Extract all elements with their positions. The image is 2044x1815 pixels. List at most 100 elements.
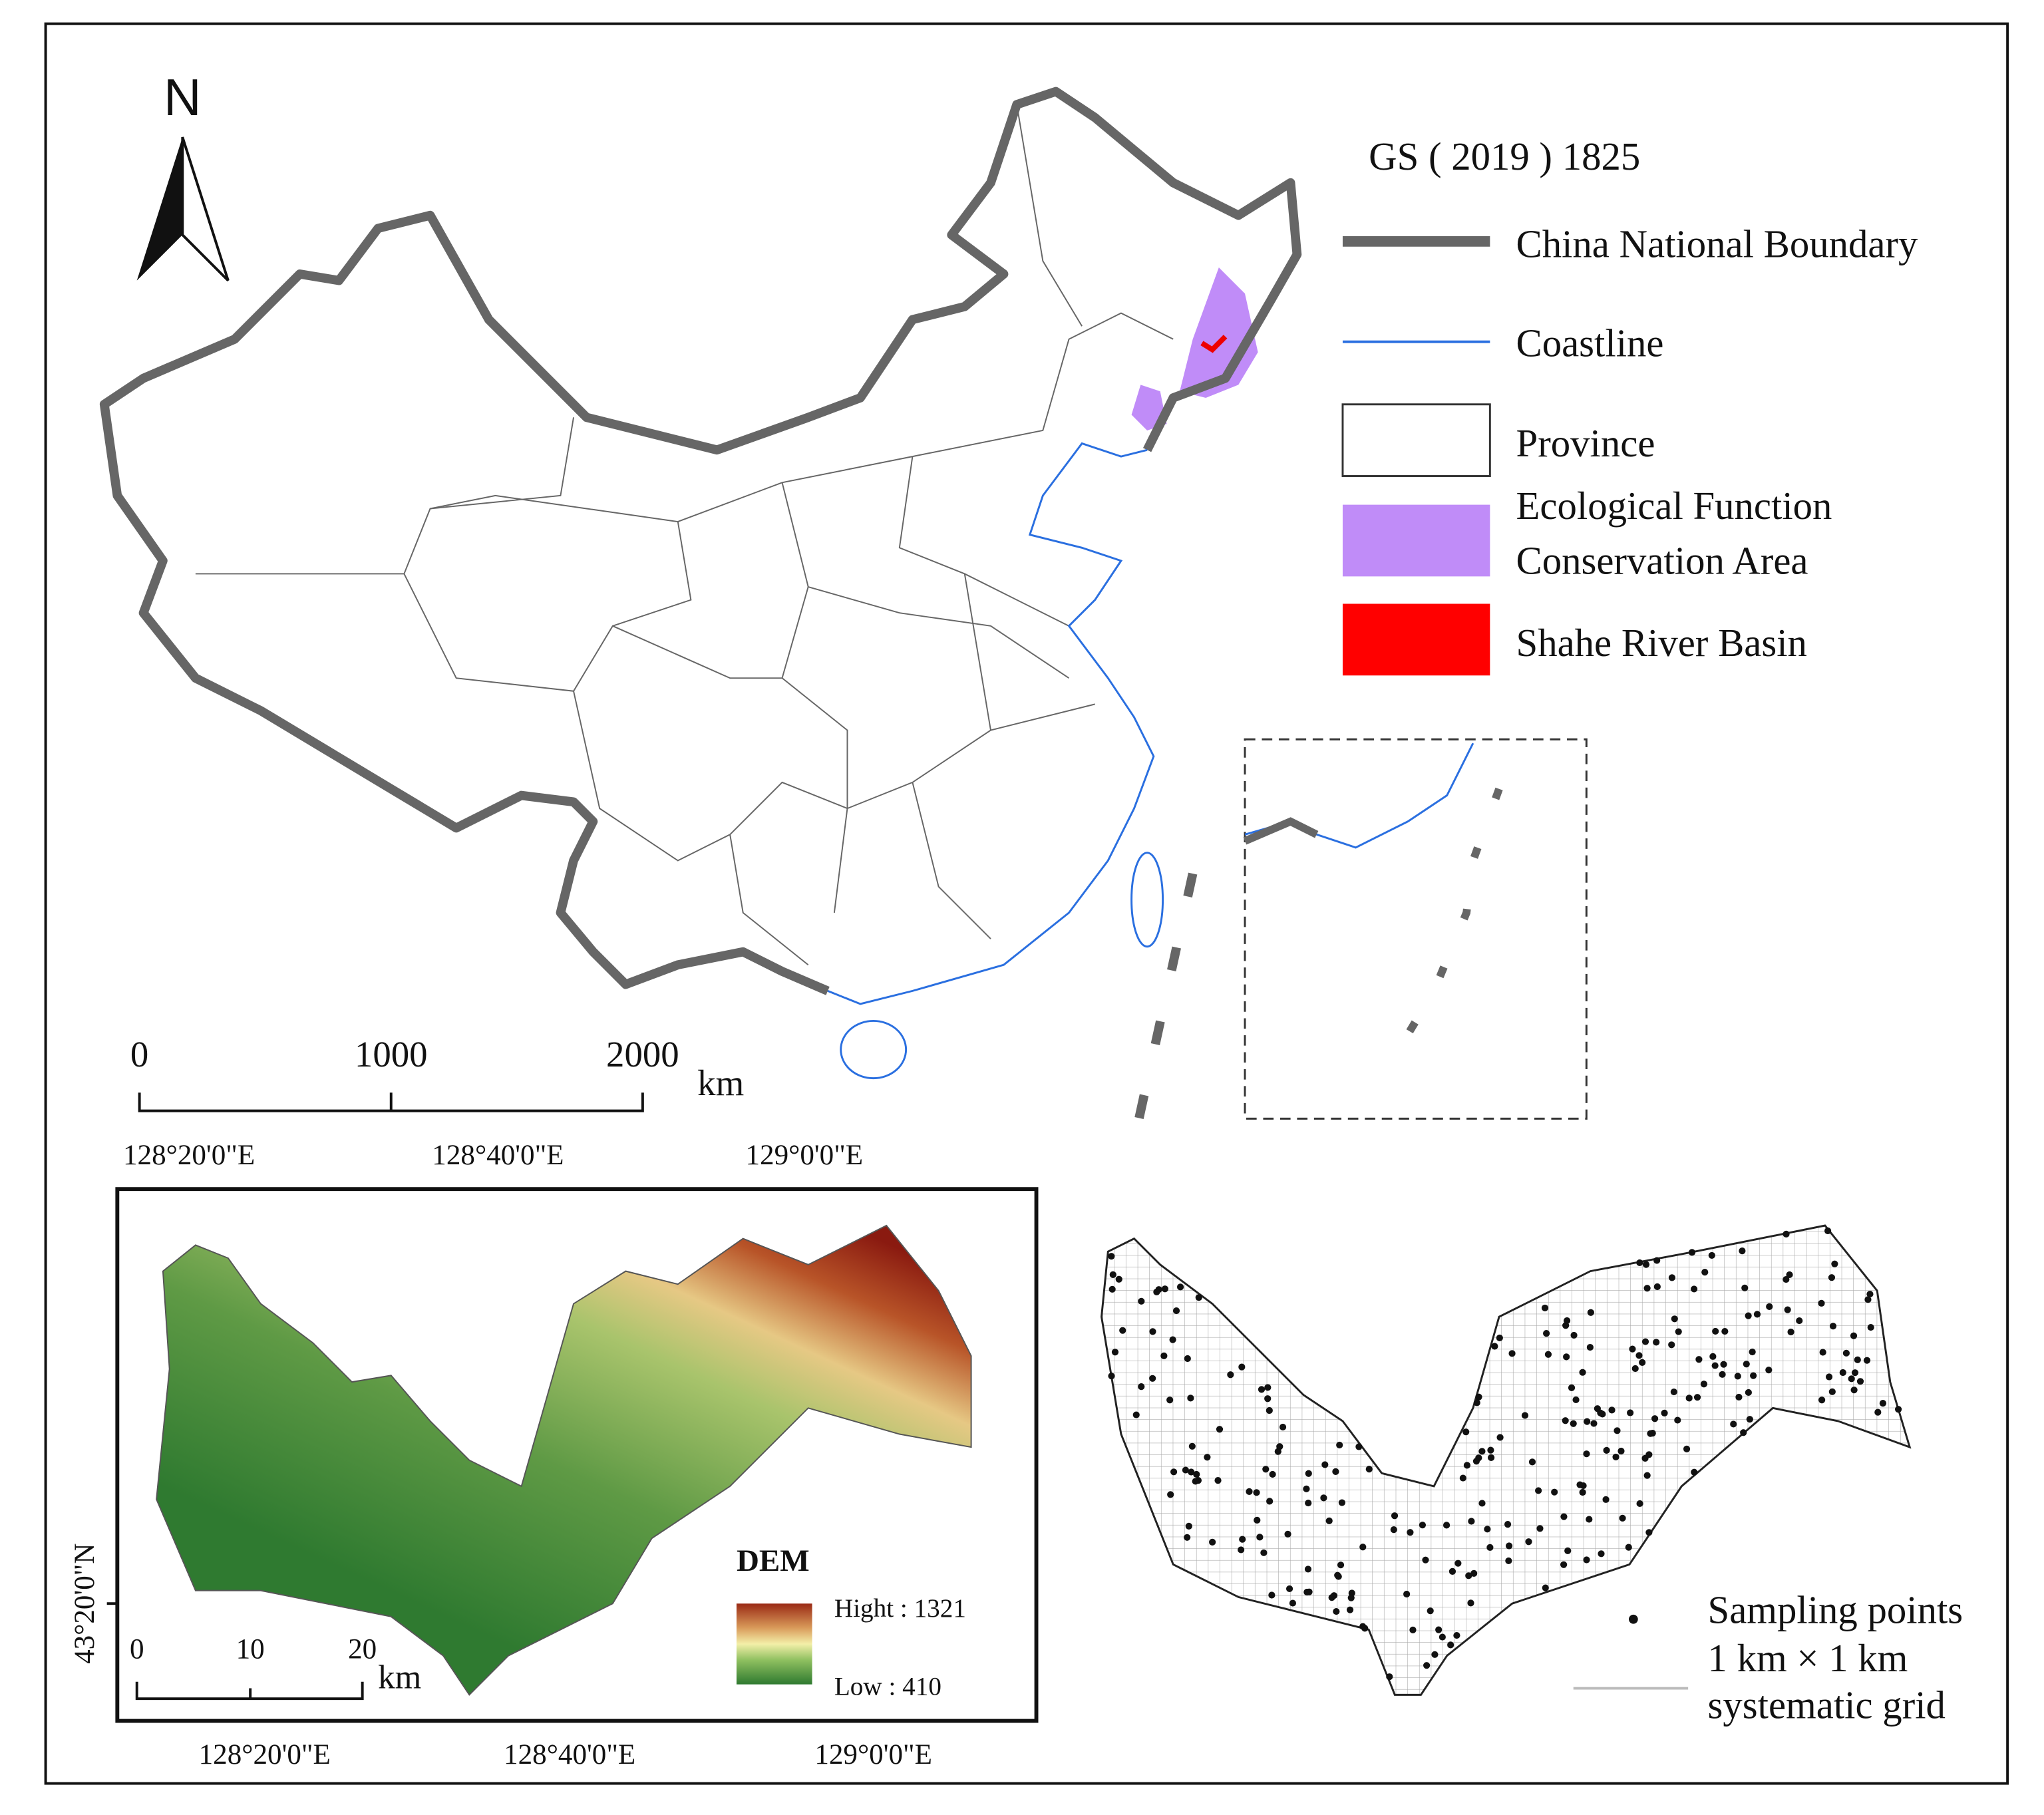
sampling-point [1645,1529,1653,1536]
dem-legend-title: DEM [737,1544,810,1578]
china-map [99,86,1588,1142]
sampling-point [1346,1606,1354,1613]
sampling-point [1851,1369,1859,1377]
legend-title: GS ( 2019 ) 1825 [1369,135,1640,178]
sampling-point [1688,1249,1696,1256]
sampling-point [1614,1427,1621,1434]
sampling-point [1829,1323,1837,1330]
sampling-point [1636,1500,1643,1508]
sampling-point [1894,1406,1902,1413]
sampling-point [1467,1599,1474,1607]
sampling-point [1863,1357,1871,1364]
sampling-point [1347,1594,1355,1601]
sampling-point [1386,1673,1393,1681]
sampling-point [1431,1651,1439,1658]
inset-frame [1244,738,1588,1120]
legend-basin [1342,603,1490,676]
sampling-point [1691,1285,1698,1293]
sampling-point [1465,1572,1472,1579]
inset-coastline [1244,742,1474,849]
sampling-point [1266,1498,1274,1505]
sampling-point [1856,1378,1864,1385]
sampling-point [1625,1544,1632,1551]
sampling-point [1675,1328,1682,1335]
sampling-point [1783,1275,1790,1283]
sampling-point [1568,1384,1576,1391]
sampling-point [1285,1585,1293,1593]
sampling-point [1274,1448,1281,1455]
sampling-point [1303,1485,1310,1492]
sampling-point [1264,1395,1272,1402]
sampling-point [1423,1662,1431,1669]
sampling-point [1269,1470,1276,1478]
sampling-point [1544,1351,1552,1358]
sampling-point [1176,1283,1184,1291]
sampling-point [1753,1311,1761,1318]
sampling-point [1491,1343,1498,1350]
sampling-point [1115,1275,1122,1283]
sampling-point [1560,1513,1568,1520]
sampling-point [1602,1496,1610,1503]
sampling-point [1854,1356,1861,1363]
sampling-point [1496,1434,1504,1441]
dem-map: 128°20'0"E 128°40'0"E 129°0'0"E 128°20'0… [69,1140,1039,1770]
legend-label: Shahe River Basin [1516,621,1807,665]
north-label: N [164,68,202,126]
sampling-point [1787,1328,1794,1336]
sampling-point [1264,1384,1272,1391]
sampling-point [1598,1550,1605,1558]
sampling-point [1359,1623,1367,1630]
dem-scale-tick: 0 [130,1633,144,1665]
sampling-point [1216,1426,1224,1433]
sampling-point [1564,1547,1572,1554]
sampling-point [1674,1416,1681,1424]
sampling-point [1639,1359,1646,1366]
dem-basin [156,1224,972,1696]
sampling-point [1536,1525,1544,1532]
sampling-legend: systematic grid [1708,1684,1946,1727]
sampling-point [1590,1420,1598,1427]
sampling-point [1653,1283,1661,1291]
sampling-point [1683,1445,1691,1452]
sampling-point [1111,1349,1119,1356]
sampling-point [1597,1409,1604,1416]
sampling-point [1541,1304,1549,1312]
sampling-point [1459,1474,1466,1482]
sampling-point [1108,1253,1115,1260]
sampling-point [1453,1631,1460,1639]
sampling-point [1784,1306,1791,1313]
sampling-point [1305,1588,1313,1595]
sampling-point [1635,1352,1643,1359]
sampling-point [1472,1458,1480,1465]
legend-label: Conservation Area [1516,539,1808,582]
sampling-point [1818,1299,1825,1307]
sampling-point [1735,1393,1743,1401]
sampling-point [1618,1447,1625,1455]
sampling-point [1745,1312,1752,1319]
sampling-point [1391,1512,1399,1520]
sampling-point [1828,1274,1836,1281]
sampling-point [1108,1285,1116,1293]
sampling-point [1184,1534,1191,1541]
sampling-point [1330,1592,1338,1599]
sampling-point [1289,1599,1297,1607]
sampling-point [1439,1633,1446,1641]
sampling-point [1584,1418,1591,1425]
sampling-point [1246,1488,1253,1495]
sampling-point [1508,1350,1516,1357]
sampling-point [1167,1491,1174,1498]
sampling-point [1562,1417,1569,1424]
sampling-point [1668,1274,1676,1281]
sampling-point [1743,1361,1750,1368]
sampling-point [1188,1442,1196,1450]
sampling-point [1818,1397,1826,1404]
sampling-point [1505,1542,1513,1550]
sampling-point [1182,1466,1189,1474]
sampling-point [1419,1522,1427,1529]
sampling-point [1195,1294,1202,1301]
lon-label: 128°20'0"E [123,1140,255,1171]
sampling-point [1627,1409,1634,1416]
sampling-point [1359,1544,1367,1551]
sampling-point [1730,1420,1737,1428]
sampling-point [1153,1288,1160,1295]
